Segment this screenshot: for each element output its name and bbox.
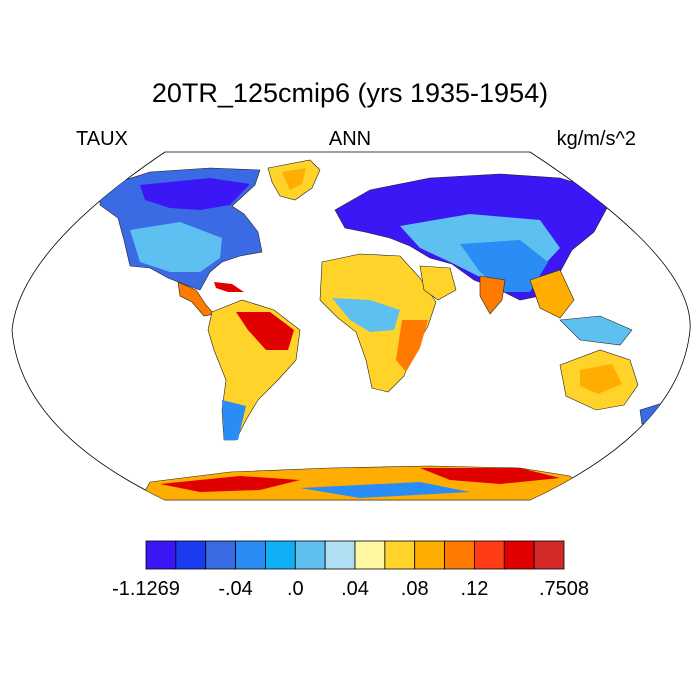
colorbar-box xyxy=(414,540,445,570)
colorbar-box xyxy=(474,540,505,570)
colorbar-label: .7508 xyxy=(539,578,589,600)
colorbar-label: .0 xyxy=(287,578,304,600)
colorbar-box xyxy=(294,540,326,570)
colorbar-box xyxy=(175,540,207,570)
units-label: kg/m/s^2 xyxy=(556,128,636,150)
south-america-south xyxy=(222,400,246,440)
islands xyxy=(559,315,633,346)
colorbar-box xyxy=(265,540,296,570)
asia-south xyxy=(460,240,548,292)
se-asia xyxy=(529,269,575,319)
canada-north xyxy=(140,178,250,210)
colorbar-box xyxy=(145,540,177,570)
colorbar-box xyxy=(384,540,416,570)
africa-sahel xyxy=(332,298,400,332)
antarctica-blue xyxy=(300,482,470,498)
north-america-shade xyxy=(130,222,222,272)
greenland-core xyxy=(282,168,306,190)
season-label: ANN xyxy=(328,128,372,150)
antarctica-red-east xyxy=(420,468,560,484)
australia-core xyxy=(580,364,622,394)
plot-title: 20TR_125cmip6 (yrs 1935-1954) xyxy=(151,78,549,108)
colorbar-label: -1.1269 xyxy=(112,578,180,600)
colorbar-label: -.04 xyxy=(218,578,252,600)
colorbar-box xyxy=(354,540,386,570)
colorbar-box xyxy=(444,540,475,570)
arabia xyxy=(419,265,457,301)
india xyxy=(479,275,506,315)
amazon-red xyxy=(236,312,294,350)
colorbar-label: .12 xyxy=(461,578,489,600)
africa-east xyxy=(396,320,428,372)
colorbar-label: .08 xyxy=(401,578,429,600)
antarctica-red xyxy=(160,476,300,492)
variable-label: TAUX xyxy=(76,128,128,150)
colorbar-label: .04 xyxy=(341,578,369,600)
colorbar-box xyxy=(324,540,356,570)
colorbar-box xyxy=(533,540,565,570)
colorbar-box xyxy=(503,540,535,570)
caribbean xyxy=(214,282,244,292)
central-america xyxy=(177,281,215,317)
colorbar-box xyxy=(205,540,236,570)
colorbar-box xyxy=(235,540,266,570)
